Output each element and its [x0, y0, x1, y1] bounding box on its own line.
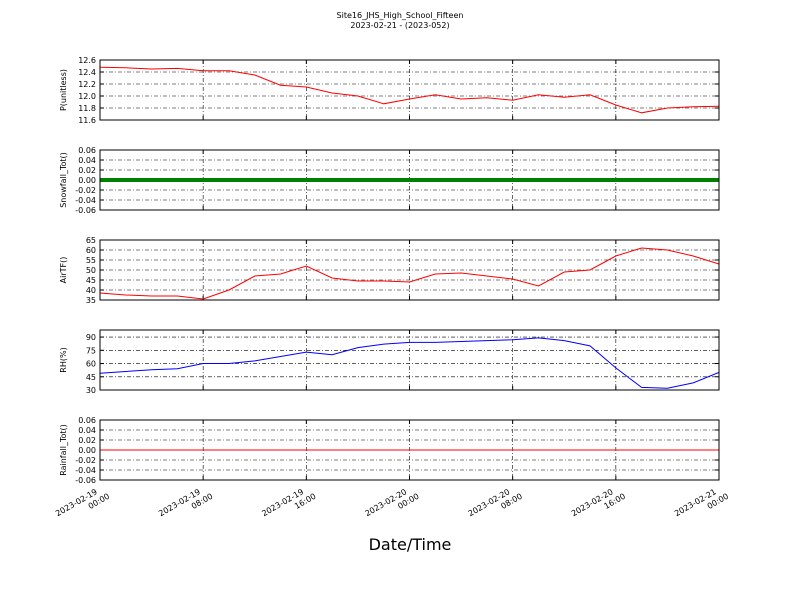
- y-tick-label: 12.2: [78, 80, 96, 89]
- y-tick-label: 45: [86, 276, 96, 285]
- y-tick-label: 40: [86, 286, 96, 295]
- x-axis-label: Date/Time: [369, 535, 452, 554]
- y-tick-label: 30: [86, 386, 96, 395]
- y-tick-label: 60: [86, 246, 96, 255]
- x-tick-label: 2023-02-19 08:00: [157, 483, 214, 527]
- y-tick-label: 0.04: [78, 156, 96, 165]
- y-tick-label: 11.8: [78, 104, 96, 113]
- x-tick-label: 2023-02-19 00:00: [54, 483, 111, 527]
- y-tick-label: 12.4: [78, 68, 96, 77]
- y-axis-label: RH(%): [59, 347, 68, 372]
- y-axis-label: P(unitless): [59, 69, 68, 111]
- chart-subtitle: 2023-02-21 - (2023-052): [350, 21, 449, 30]
- y-tick-label: 12.0: [78, 92, 96, 101]
- data-line: [99, 247, 720, 300]
- plot-frame: [99, 419, 720, 481]
- y-tick-label: 45: [86, 373, 96, 382]
- y-tick-label: 55: [86, 256, 96, 265]
- plot-frame: [99, 239, 720, 301]
- data-line: [99, 66, 720, 114]
- plot-frame: [99, 329, 720, 391]
- y-tick-label: -0.04: [75, 196, 96, 205]
- y-axis-label: Snowfall_Tot(): [59, 152, 68, 208]
- y-tick-label: 35: [86, 296, 96, 305]
- y-tick-label: 0.00: [78, 176, 96, 185]
- y-tick-label: 0.02: [78, 436, 96, 445]
- y-tick-label: 12.6: [78, 56, 96, 65]
- y-tick-label: 0.06: [78, 416, 96, 425]
- y-tick-label: 11.6: [78, 116, 96, 125]
- y-tick-label: 65: [86, 236, 96, 245]
- data-line: [99, 337, 720, 389]
- y-axis-label: AirTF(): [59, 257, 68, 284]
- y-tick-label: -0.02: [75, 186, 96, 195]
- y-tick-label: 90: [86, 333, 96, 342]
- plot-frame: [99, 59, 720, 121]
- y-tick-label: 50: [86, 266, 96, 275]
- plot-frame: [99, 149, 720, 211]
- y-tick-label: -0.06: [75, 206, 96, 215]
- y-tick-label: -0.06: [75, 476, 96, 485]
- y-tick-label: 75: [86, 346, 96, 355]
- chart-title: Site16_JHS_High_School_Fifteen: [337, 11, 464, 20]
- y-tick-label: -0.04: [75, 466, 96, 475]
- y-tick-label: 60: [86, 360, 96, 369]
- y-tick-label: 0.02: [78, 166, 96, 175]
- x-tick-label: 2023-02-20 08:00: [467, 483, 524, 527]
- x-tick-label: 2023-02-20 00:00: [364, 483, 421, 527]
- x-tick-label: 2023-02-21 00:00: [673, 483, 730, 527]
- y-tick-label: -0.02: [75, 456, 96, 465]
- y-axis-label: Rainfall_Tot(): [59, 424, 68, 476]
- x-tick-label: 2023-02-20 16:00: [570, 483, 627, 527]
- y-tick-label: 0.04: [78, 426, 96, 435]
- x-tick-label: 2023-02-19 16:00: [260, 483, 317, 527]
- y-tick-label: 0.06: [78, 146, 96, 155]
- y-tick-label: 0.00: [78, 446, 96, 455]
